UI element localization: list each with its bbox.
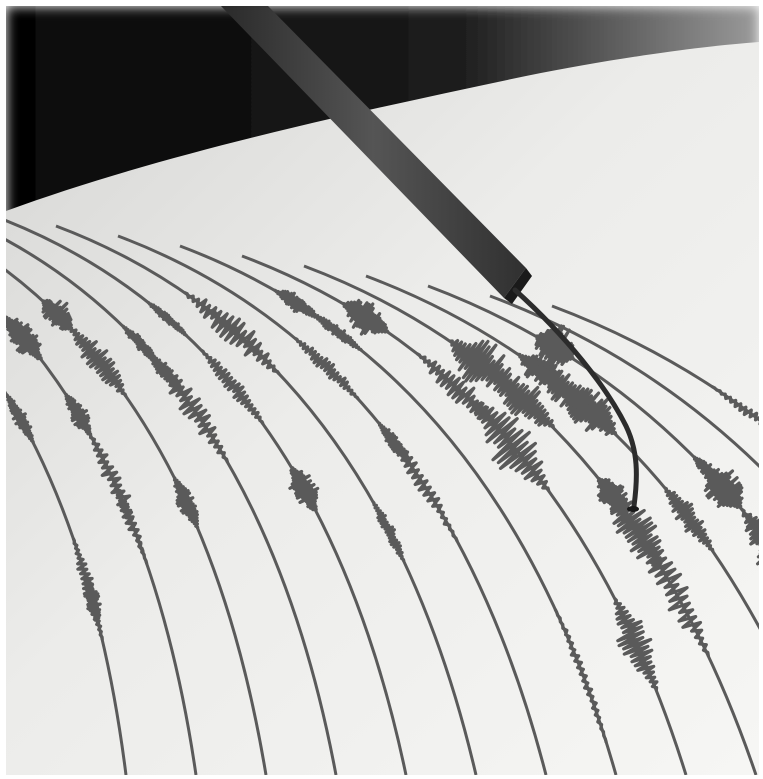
paper-sheet bbox=[6, 42, 759, 775]
stylus-arm bbox=[221, 6, 639, 512]
tremor-burst bbox=[276, 289, 315, 315]
tremor-burst bbox=[553, 608, 608, 743]
tremor-burst bbox=[711, 385, 759, 426]
trace-line bbox=[489, 294, 759, 468]
tremor-burst bbox=[692, 455, 728, 492]
tremor-burst bbox=[740, 507, 759, 566]
tremor-burst bbox=[530, 362, 593, 413]
tremor-burst bbox=[744, 512, 759, 559]
trace-line bbox=[6, 315, 198, 775]
trace-line bbox=[55, 224, 478, 775]
tremor-burst bbox=[201, 303, 270, 364]
tremor-burst bbox=[6, 315, 43, 361]
tremor-burst bbox=[41, 298, 73, 331]
trace-line bbox=[551, 304, 759, 422]
tremor-burst bbox=[64, 392, 92, 436]
stylus-needle bbox=[512, 287, 639, 509]
tremor-burst bbox=[596, 476, 630, 516]
tremor-burst bbox=[121, 324, 160, 365]
tremor-burst bbox=[6, 393, 35, 444]
tremor-burst bbox=[294, 336, 360, 401]
tremor-burst bbox=[172, 476, 200, 529]
tremor-burst bbox=[200, 348, 265, 425]
tremor-burst bbox=[68, 325, 128, 397]
tremor-burst bbox=[635, 528, 710, 657]
tremor-burst bbox=[416, 352, 502, 432]
tremor-burst bbox=[663, 486, 715, 552]
tremor-burst bbox=[534, 324, 575, 370]
tremor-burst bbox=[342, 298, 390, 336]
tremor-burst bbox=[183, 290, 281, 376]
tremor-burst bbox=[470, 399, 551, 492]
tremor-burst bbox=[82, 574, 102, 625]
tremor-burst bbox=[288, 465, 320, 512]
seismic-traces bbox=[6, 219, 759, 775]
trace-line bbox=[6, 268, 268, 775]
trace-line bbox=[6, 391, 128, 775]
tremor-burst bbox=[613, 597, 659, 691]
seismograph-photo bbox=[6, 6, 759, 775]
trace-line bbox=[365, 274, 759, 631]
tremor-burst bbox=[152, 357, 230, 463]
tremor-burst bbox=[449, 339, 517, 393]
tremor-burst bbox=[371, 500, 406, 562]
tremor-burst bbox=[146, 300, 188, 337]
trace-line bbox=[303, 264, 758, 775]
tremor-burst bbox=[377, 421, 413, 467]
tremor-burst bbox=[97, 450, 149, 565]
